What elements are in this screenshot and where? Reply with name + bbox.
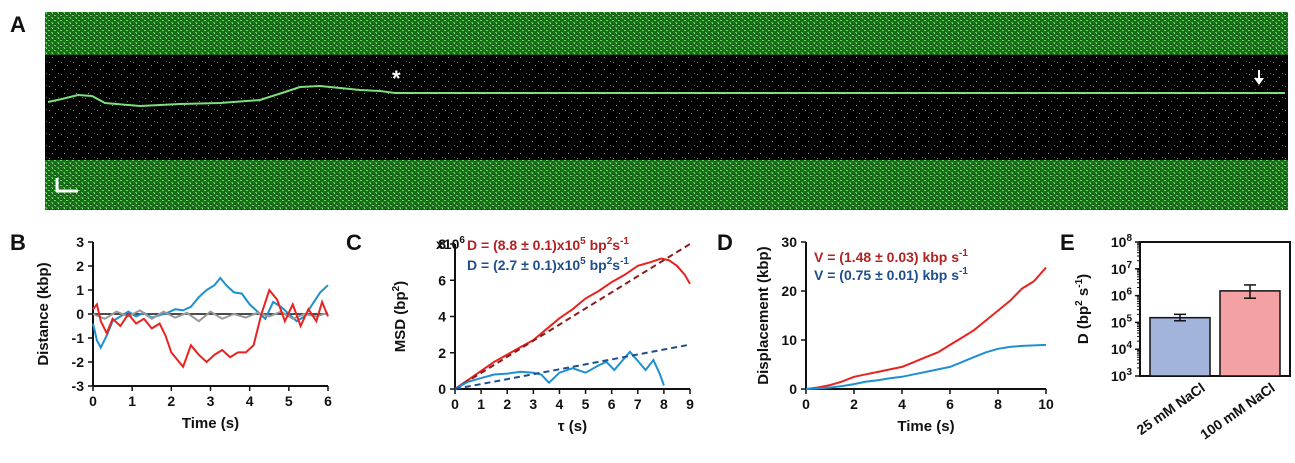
x-axis-label: Time (s) [182,415,239,432]
y-tick-label: 20 [781,283,797,299]
y-tick-label: -3 [72,378,85,394]
x-axis-label: Time (s) [897,418,954,435]
y-tick-label: 106 [1111,287,1133,304]
series-line-0 [805,266,1047,390]
x-tick-label: 7 [634,396,642,412]
down-arrow-icon [1254,70,1264,85]
series-line-1 [454,243,691,390]
series-line-1 [92,309,329,323]
y-tick-label: 0 [76,306,84,322]
y-tick-label: 1 [76,282,84,298]
diffusion-annotation-0: D = (8.8 ± 0.1)x105 bp2s-1 [467,236,629,253]
series-line-0 [454,257,691,390]
kymograph-asterisk: * [392,66,401,91]
x-tick-label: 0 [802,396,810,412]
y-tick-label: 104 [1111,340,1133,357]
panel-b-chart: 0 1 2 3 4 5 6 -3 -2 -1 0 1 2 3 Time (s) Distance (kbp) [35,234,332,432]
x-tick-label: 4 [898,396,906,412]
y-tick-label: 107 [1111,260,1133,277]
y-multiplier: x106 [436,235,465,252]
series-line-2 [454,350,665,390]
panel-label-c: C [346,230,362,255]
panel-c-chart: 0 1 2 3 4 5 6 7 8 9 0 2 4 6 8 τ (s) x106 MSD (bp2) D = (8.… [391,235,694,435]
x-tick-label: 10 [1038,396,1054,412]
series-line-1 [805,343,1047,390]
kymograph-trace [47,84,1285,108]
x-axis-label: τ (s) [558,418,587,435]
x-tick-label: 4 [556,396,564,412]
x-tick-label: 2 [167,393,175,409]
x-tick-label: 5 [582,396,590,412]
kymograph: * [45,12,1288,210]
x-tick-label: 0 [89,393,97,409]
bar-1 [1219,290,1281,377]
panel-label-b: B [10,230,26,255]
y-tick-label: 4 [438,309,446,325]
y-tick-label: 10 [781,332,797,348]
x-tick-label: 0 [451,396,459,412]
diffusion-annotation-1: D = (2.7 ± 0.1)x105 bp2s-1 [467,256,629,273]
velocity-annotation-1: V = (0.75 ± 0.01) kbp s-1 [814,266,968,283]
y-tick-label: 8 [438,236,446,252]
x-tick-label: 5 [285,393,293,409]
y-tick-label: 0 [438,381,446,397]
x-tick-label: 1 [477,396,485,412]
y-tick-label: 103 [1111,367,1133,384]
y-tick-label: 2 [438,345,446,361]
x-tick-label: 3 [207,393,215,409]
y-tick-label: 6 [438,272,446,288]
bar-0 [1149,316,1211,377]
y-tick-label: 2 [76,258,84,274]
x-tick-label: 8 [660,396,668,412]
y-tick-label: -1 [72,330,85,346]
x-tick-label: 2 [850,396,858,412]
panel-label-d: D [717,230,733,255]
y-axis-label: MSD (bp2) [391,281,409,352]
x-tick-label: 6 [946,396,954,412]
y-axis-label: D (bp2 s-1) [1074,274,1092,344]
x-tick-label: 2 [503,396,511,412]
plot-frame [1139,241,1291,377]
y-axis-label: Displacement (kbp) [755,246,772,384]
panel-label-a: A [10,12,26,37]
y-tick-label: 0 [789,381,797,397]
x-tick-label: 6 [324,393,332,409]
x-tick-label: 4 [246,393,254,409]
series-line-2 [92,287,329,369]
x-tick-label: 8 [994,396,1002,412]
scale-bar-icon [55,178,78,193]
panel-label-e: E [1060,230,1075,255]
category-label-1: 100 mM NaCl [1197,379,1278,442]
x-tick-label: 1 [128,393,136,409]
x-tick-label: 6 [608,396,616,412]
y-axis-label: Distance (kbp) [35,262,52,365]
y-tick-label: 30 [781,234,797,250]
kymograph-bottom-band [45,160,1288,210]
y-tick-label: 105 [1111,313,1133,330]
y-tick-label: -2 [72,354,85,370]
x-tick-label: 9 [686,396,694,412]
y-tick-label: 108 [1111,233,1133,250]
y-tick-label: 3 [76,234,84,250]
kymograph-top-band [45,12,1288,55]
panel-d-chart: 0 2 4 6 8 10 0 10 20 30 Time (s) Displacement (kbp)… [755,234,1054,435]
x-tick-label: 3 [529,396,537,412]
velocity-annotation-0: V = (1.48 ± 0.03) kbp s-1 [814,248,968,265]
